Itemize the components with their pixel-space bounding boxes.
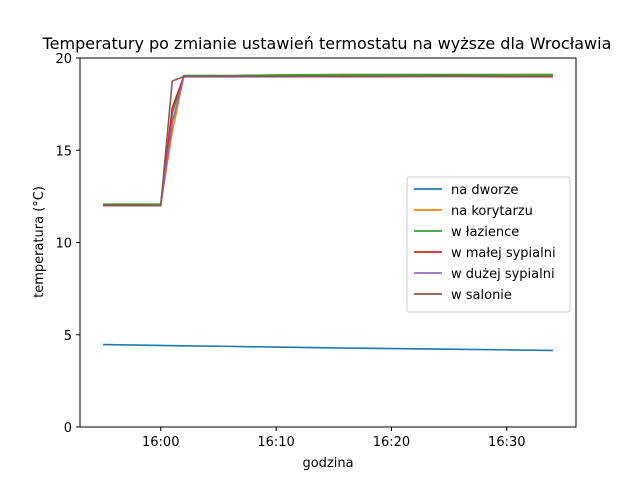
y-tick-label: 15 [55,144,72,159]
legend-item-label: na dworze [451,183,518,198]
x-tick-label: 16:00 [142,435,179,450]
chart-title: Temperatury po zmianie ustawień termosta… [42,34,612,53]
legend-item-label: w dużej sypialni [451,267,555,282]
x-tick-label: 16:30 [488,435,525,450]
legend-box [406,176,571,313]
y-axis: 0 5 10 15 20 [55,52,80,436]
y-axis-label: temperatura (°C) [32,186,47,298]
y-tick-label: 20 [55,52,72,67]
y-tick-label: 10 [55,237,72,252]
x-tick-label: 16:10 [257,435,294,450]
series-line-na-dworze [103,343,553,352]
legend: na dworze na korytarzu w łazience w małej s… [406,176,571,313]
legend-item-label: w salonie [451,288,512,303]
series-layer [103,73,553,352]
x-axis-label: godzina [302,456,353,471]
x-axis: 16:00 16:10 16:20 16:30 [142,427,526,450]
legend-item-label: w łazience [451,225,519,240]
y-tick-label: 0 [64,421,72,436]
legend-item-label: na korytarzu [451,204,533,219]
series-line-w-salonie [103,75,553,207]
y-tick-label: 5 [64,329,72,344]
legend-item-label: w małej sypialni [451,246,556,261]
x-tick-label: 16:20 [373,435,410,450]
